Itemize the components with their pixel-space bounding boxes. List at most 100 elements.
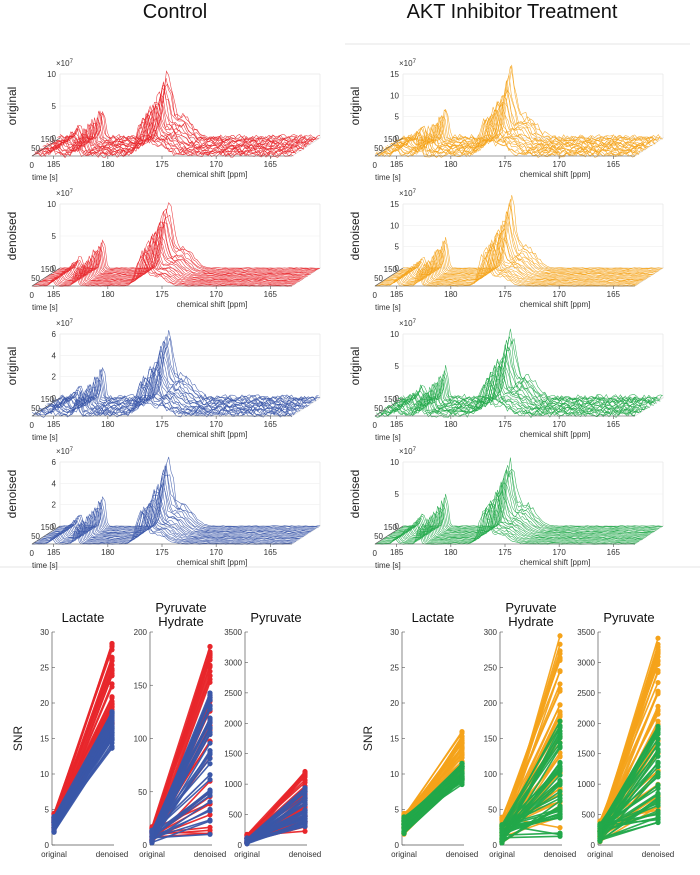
spectrum-trace	[392, 481, 653, 534]
exponent-label: ×107	[399, 59, 417, 68]
slope-line	[53, 657, 113, 822]
spectrum-trace	[400, 340, 661, 402]
shift-tick-label: 165	[264, 160, 278, 169]
spectrum-trace	[398, 89, 660, 143]
shift-tick-label: 180	[444, 548, 458, 557]
spectrum-trace	[396, 89, 657, 145]
y-tick-label: 100	[134, 735, 148, 744]
spectrum-trace	[386, 366, 648, 411]
point-denoised	[207, 731, 213, 738]
x-tick-original: original	[41, 850, 67, 859]
spectrum-trace	[54, 81, 315, 144]
point-original	[149, 838, 155, 844]
y-tick-label: 150	[484, 735, 498, 744]
time-axis	[374, 525, 404, 545]
x-tick-original: original	[391, 850, 417, 859]
spectrum-trace	[57, 336, 318, 402]
spectrum-trace	[377, 246, 638, 285]
spectrum-trace	[402, 336, 664, 400]
exponent-power: 7	[413, 319, 417, 325]
z-tick-label: 0	[52, 264, 57, 273]
point-denoised	[207, 831, 213, 837]
time-tick-label: 150	[41, 523, 55, 532]
spectrum-trace	[41, 365, 302, 413]
time-tick-label: 50	[374, 532, 383, 541]
point-denoised	[557, 668, 563, 674]
y-tick-label: 2500	[224, 689, 242, 698]
shift-tick-label: 170	[209, 290, 223, 299]
point-denoised	[109, 666, 115, 672]
shift-tick-label: 175	[498, 548, 512, 557]
time-tick-label: 50	[31, 532, 40, 541]
z-tick-label: 0	[395, 522, 400, 531]
point-denoised	[207, 673, 213, 679]
z-tick-label: 2	[52, 373, 57, 382]
point-denoised	[557, 788, 563, 795]
y-tick-label: 500	[582, 811, 596, 820]
shift-tick-label: 180	[101, 420, 115, 429]
shift-tick-label: 185	[47, 420, 61, 429]
y-tick-label: 200	[134, 628, 148, 637]
exponent-power: 7	[413, 447, 417, 453]
y-tick-label: 0	[143, 841, 148, 850]
point-denoised	[655, 691, 661, 697]
spectrum-trace	[377, 506, 638, 543]
shift-tick-label: 170	[552, 420, 566, 429]
slope-line	[501, 784, 561, 839]
header-akt-inhibitor: AKT Inhibitor Treatment	[407, 1, 618, 23]
point-denoised	[655, 727, 661, 733]
slope-line	[599, 792, 659, 832]
spectrum-trace	[57, 463, 318, 529]
spectrum-trace	[42, 109, 303, 152]
time-axis	[31, 137, 61, 157]
point-denoised	[655, 800, 661, 807]
slope-line	[53, 722, 113, 818]
exponent-label: ×107	[56, 447, 74, 456]
point-denoised	[655, 790, 661, 796]
spectrum-trace	[382, 374, 644, 413]
spectrum-trace	[47, 232, 309, 277]
shift-tick-label: 180	[444, 160, 458, 169]
z-tick-label: 10	[47, 70, 56, 79]
y-tick-label: 2500	[577, 689, 595, 698]
point-denoised	[557, 718, 563, 724]
point-denoised	[557, 813, 563, 819]
point-denoised	[655, 769, 661, 776]
spectrum-control-blue-denoised: 6 4 2 0 ×107 denoised 185 180 175 170 165 chemical …	[5, 447, 322, 570]
point-denoised	[459, 775, 465, 781]
time-axis-label: time [s]	[375, 433, 401, 442]
slope-line	[53, 649, 113, 814]
point-denoised	[109, 694, 115, 700]
shift-tick-label: 185	[47, 548, 61, 557]
spectrum-trace	[383, 503, 644, 540]
time-tick-label: 50	[31, 144, 40, 153]
spectrum-trace	[378, 377, 640, 416]
spectrum-trace	[385, 364, 646, 411]
slope-line	[246, 781, 306, 836]
spectrum-trace	[43, 499, 305, 537]
time-tick-label: 150	[384, 395, 398, 404]
y-tick-label: 15	[390, 735, 399, 744]
slope-line	[501, 824, 561, 836]
point-denoised	[109, 654, 115, 660]
time-axis	[31, 267, 61, 287]
point-original	[499, 840, 505, 846]
point-denoised	[655, 736, 661, 742]
slope-line	[151, 791, 211, 838]
slope-line	[501, 810, 561, 828]
spectrum-trace	[58, 465, 319, 528]
spectrum-trace	[49, 95, 310, 147]
shift-tick-label: 185	[47, 160, 61, 169]
spectrum-trace	[378, 116, 640, 156]
point-denoised	[655, 753, 661, 759]
y-tick-label: 0	[238, 841, 243, 850]
y-tick-label: 10	[390, 770, 399, 779]
point-denoised	[302, 779, 308, 786]
z-tick-label: 5	[395, 243, 400, 252]
z-tick-label: 15	[390, 200, 399, 209]
exponent-label: ×107	[399, 189, 417, 198]
time-tick-label: 150	[384, 265, 398, 274]
point-original	[149, 828, 155, 834]
spectrum-trace	[59, 456, 320, 527]
